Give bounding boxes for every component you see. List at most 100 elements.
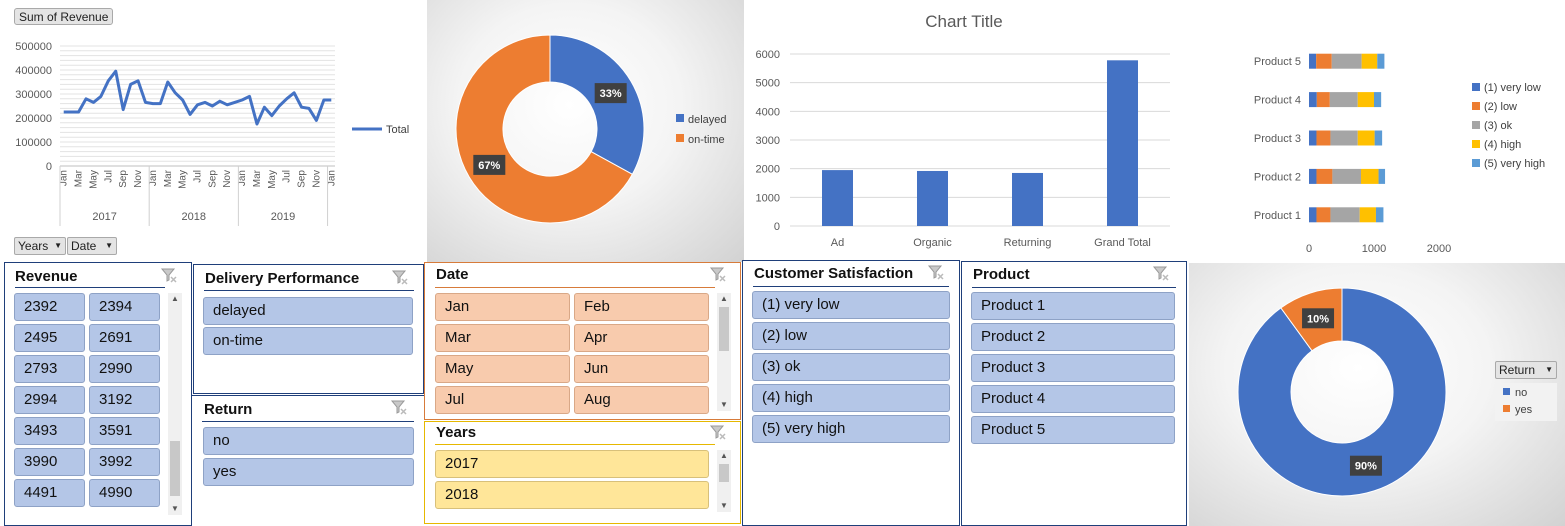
bar-segment-product-1-4-high (1359, 207, 1376, 223)
return-filter-button[interactable]: Return ▼ (1495, 361, 1557, 379)
delivery-donut-plot: 33% 67% delayed on-time (455, 34, 727, 224)
product-slicer-title: Product (973, 266, 1030, 283)
slicer-item-3192[interactable]: 3192 (89, 386, 160, 414)
scroll-up-icon[interactable]: ▲ (720, 451, 728, 460)
slicer-item-product-3[interactable]: Product 3 (971, 354, 1175, 382)
scrollbar-thumb[interactable] (170, 441, 180, 496)
y-tick-label: 5000 (756, 78, 780, 90)
scroll-up-icon[interactable]: ▲ (720, 294, 728, 303)
scrollbar-thumb[interactable] (719, 464, 729, 482)
clear-filter-icon[interactable] (391, 269, 409, 285)
bar-segment-product-4-1-very-low (1309, 92, 1317, 108)
x-tick-label: Jan (59, 170, 70, 186)
slicer-item-2394[interactable]: 2394 (89, 293, 160, 321)
y-tick-label: Product 5 (1254, 56, 1301, 68)
slicer-item-product-1[interactable]: Product 1 (971, 292, 1175, 320)
date-slicer-scrollbar[interactable]: ▲ ▼ (717, 293, 731, 411)
slicer-item-product-5[interactable]: Product 5 (971, 416, 1175, 444)
bar-segment-product-2-2-low (1316, 168, 1333, 184)
slicer-item-3493[interactable]: 3493 (14, 417, 85, 445)
slicer-item-jun[interactable]: Jun (574, 355, 709, 383)
bar-segment-product-4-5-very-high (1374, 92, 1382, 108)
years-filter-button[interactable]: Years ▼ (14, 237, 66, 255)
slicer-item-mar[interactable]: Mar (435, 324, 570, 352)
revenue-slicer-scrollbar[interactable]: ▲ ▼ (168, 293, 182, 515)
clear-filter-icon[interactable] (160, 267, 178, 283)
satisfaction-slicer-title: Customer Satisfaction (754, 265, 914, 282)
legend-swatch-5-very-high (1472, 159, 1480, 167)
revenue-slicer-title: Revenue (15, 268, 78, 285)
slicer-item-4990[interactable]: 4990 (89, 479, 160, 507)
slicer-item-3992[interactable]: 3992 (89, 448, 160, 476)
delivery-data-label-box (594, 83, 627, 104)
scroll-down-icon[interactable]: ▼ (720, 501, 728, 510)
slicer-item-3990[interactable]: 3990 (14, 448, 85, 476)
slicer-item-no[interactable]: no (203, 427, 414, 455)
slicer-item-product-4[interactable]: Product 4 (971, 385, 1175, 413)
slicer-item-3-ok[interactable]: (3) ok (752, 353, 950, 381)
legend-label-5-very-high: (5) very high (1484, 158, 1545, 170)
slicer-item-yes[interactable]: yes (203, 458, 414, 486)
slicer-item-2691[interactable]: 2691 (89, 324, 160, 352)
x-tick-label: 1000 (1362, 243, 1386, 255)
bar-returning (1012, 172, 1043, 226)
slicer-item-feb[interactable]: Feb (574, 293, 709, 321)
x-tick-label: Jul (282, 170, 293, 183)
bar-segment-product-3-2-low (1316, 130, 1331, 146)
slicer-item-2793[interactable]: 2793 (14, 355, 85, 383)
slicer-item-jan[interactable]: Jan (435, 293, 570, 321)
slicer-item-product-2[interactable]: Product 2 (971, 323, 1175, 351)
years-slicer-scrollbar[interactable]: ▲ ▼ (717, 450, 731, 512)
year-label: 2019 (271, 211, 295, 223)
slicer-item-2994[interactable]: 2994 (14, 386, 85, 414)
clear-filter-icon[interactable] (927, 264, 945, 280)
scroll-up-icon[interactable]: ▲ (171, 294, 179, 303)
series-line-total (63, 69, 332, 126)
slicer-item-1-very-low[interactable]: (1) very low (752, 291, 950, 319)
slicer-item-2-low[interactable]: (2) low (752, 322, 950, 350)
date-filter-button[interactable]: Date ▼ (67, 237, 117, 255)
x-tick-label: Nov (311, 170, 322, 188)
y-tick-label: 3000 (756, 135, 780, 147)
scroll-down-icon[interactable]: ▼ (171, 504, 179, 513)
bar-segment-product-1-1-very-low (1309, 207, 1317, 223)
x-tick-label: Sep (207, 170, 218, 188)
years-slicer: Years 2017 2018 ▲ ▼ (424, 421, 741, 524)
delivery-donut-chart: 33% 67% delayed on-time (427, 0, 744, 262)
clear-filter-icon[interactable] (709, 266, 727, 282)
date-slicer-title: Date (436, 266, 469, 283)
bar-segment-product-5-2-low (1316, 53, 1332, 69)
slicer-item-2018[interactable]: 2018 (435, 481, 709, 509)
slicer-item-may[interactable]: May (435, 355, 570, 383)
scrollbar-thumb[interactable] (719, 307, 729, 351)
slicer-item-2990[interactable]: 2990 (89, 355, 160, 383)
scroll-down-icon[interactable]: ▼ (720, 400, 728, 409)
slicer-item-on-time[interactable]: on-time (203, 327, 413, 355)
slicer-item-delayed[interactable]: delayed (203, 297, 413, 325)
slicer-item-4-high[interactable]: (4) high (752, 384, 950, 412)
slicer-item-5-very-high[interactable]: (5) very high (752, 415, 950, 443)
slicer-item-3591[interactable]: 3591 (89, 417, 160, 445)
legend-label-4-high: (4) high (1484, 139, 1521, 151)
slicer-item-2495[interactable]: 2495 (14, 324, 85, 352)
x-tick-label: Sep (297, 170, 308, 188)
legend-swatch-delayed (676, 114, 684, 122)
slicer-title-underline (972, 287, 1176, 288)
slicer-item-2017[interactable]: 2017 (435, 450, 709, 478)
slicer-item-4491[interactable]: 4491 (14, 479, 85, 507)
product-slicer: Product Product 1 Product 2 Product 3 Produ… (961, 261, 1187, 526)
bar-organic (917, 170, 948, 226)
clear-filter-icon[interactable] (390, 399, 408, 415)
clear-filter-icon[interactable] (709, 424, 727, 440)
slicer-item-aug[interactable]: Aug (574, 386, 709, 414)
slicer-item-2392[interactable]: 2392 (14, 293, 85, 321)
slicer-item-jul[interactable]: Jul (435, 386, 570, 414)
clear-filter-icon[interactable] (1152, 265, 1170, 281)
y-tick-label: 500000 (15, 41, 52, 53)
legend-label-yes: yes (1515, 404, 1533, 416)
y-tick-label: 1000 (756, 192, 780, 204)
sum-of-revenue-field-button[interactable]: Sum of Revenue (14, 8, 114, 25)
delivery-slicer-title: Delivery Performance (205, 270, 360, 287)
slicer-item-apr[interactable]: Apr (574, 324, 709, 352)
years-slicer-title: Years (436, 424, 477, 441)
